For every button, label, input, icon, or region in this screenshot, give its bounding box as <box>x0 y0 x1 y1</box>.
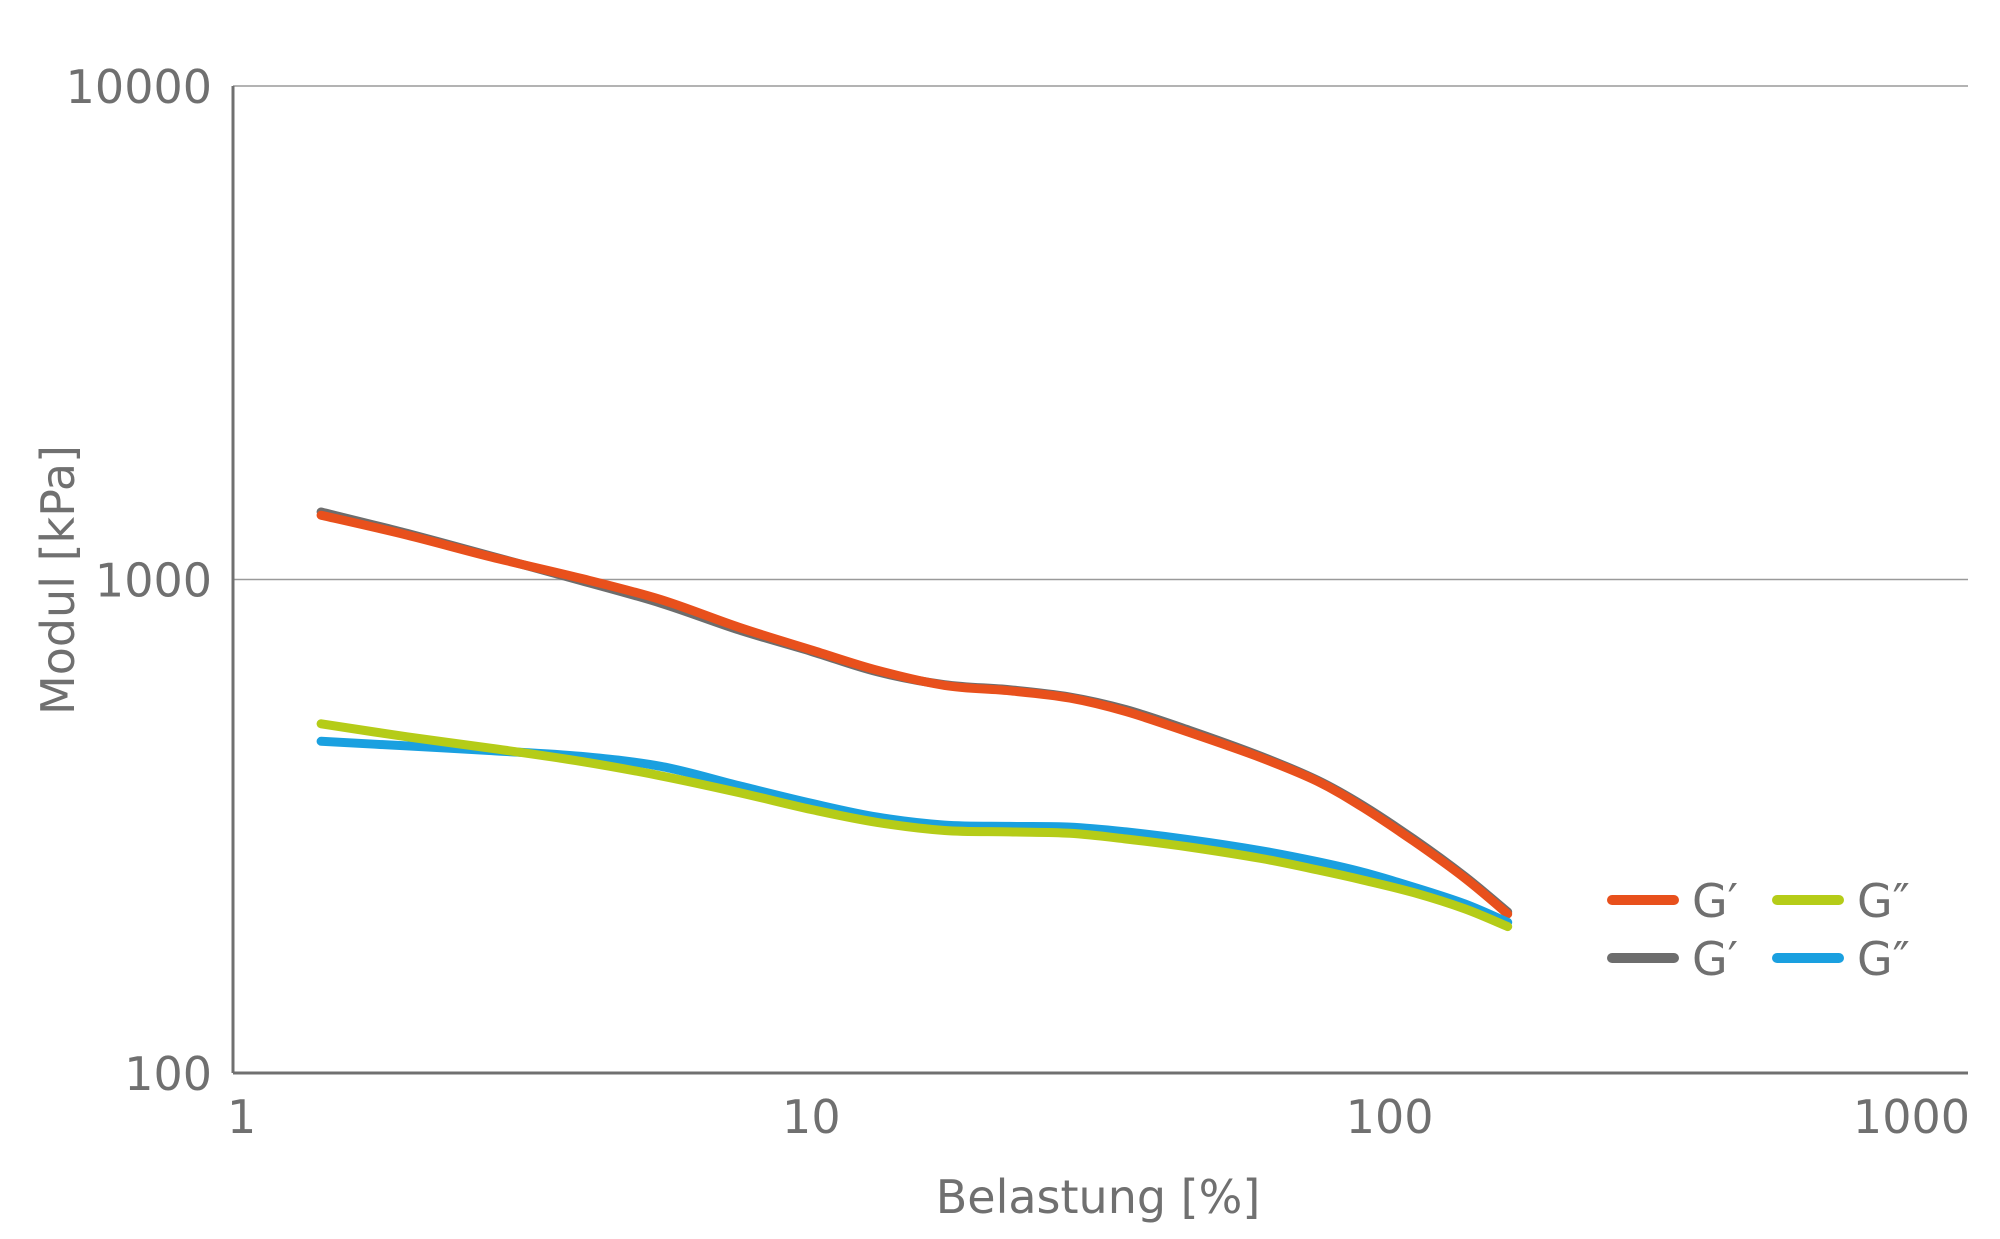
legend-item-gdoubleprime-blue: G″ <box>1772 932 1910 986</box>
series-line-gprime-orange <box>316 510 1513 919</box>
x-tick-label: 10 <box>782 1090 841 1144</box>
x-axis-title: Belastung [%] <box>936 1170 1261 1224</box>
grid-lines <box>233 85 1968 581</box>
series-line-gprime-gray <box>316 507 1513 917</box>
axes <box>231 86 1968 1075</box>
legend-label: G′ <box>1692 932 1738 986</box>
legend-item-gprime-orange: G′ <box>1607 874 1738 928</box>
x-tick-label: 1000 <box>1853 1090 1970 1144</box>
legend: G′ G″ G′ G″ <box>1607 874 1910 986</box>
legend-label: G″ <box>1857 932 1910 986</box>
y-tick-label: 10000 <box>66 60 212 114</box>
series-line-gdoubleprime-green <box>316 719 1513 932</box>
x-tick-label: 100 <box>1346 1090 1434 1144</box>
legend-item-gdoubleprime-green: G″ <box>1772 874 1910 928</box>
series-lines <box>316 507 1513 932</box>
legend-label: G′ <box>1692 874 1738 928</box>
y-axis-title: Modul [kPa] <box>31 445 85 715</box>
tick-labels: 10000 1000 100 1 10 100 1000 <box>66 60 1970 1144</box>
legend-label: G″ <box>1857 874 1910 928</box>
x-tick-label: 1 <box>227 1090 256 1144</box>
y-tick-label: 1000 <box>95 554 212 608</box>
legend-item-gprime-gray: G′ <box>1607 932 1738 986</box>
y-tick-label: 100 <box>124 1047 212 1101</box>
